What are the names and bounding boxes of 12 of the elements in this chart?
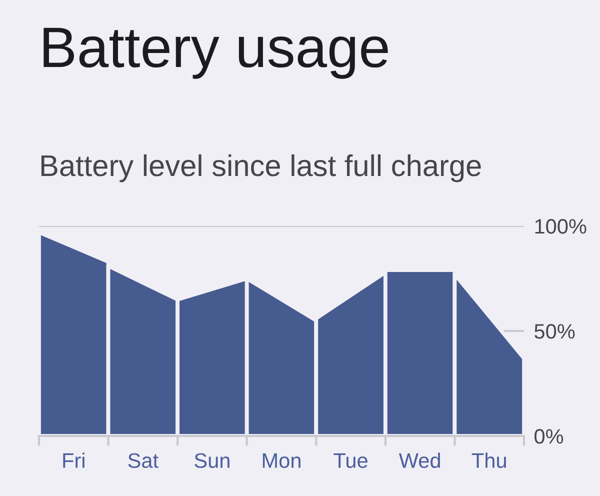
chart-subtitle: Battery level since last full charge — [41, 154, 481, 182]
y-tick-label: 100% — [535, 219, 586, 234]
x-tick-label: Wed — [398, 452, 440, 468]
y-tick-label: 0% — [534, 429, 564, 444]
x-tick-label: Fri — [63, 452, 84, 468]
x-tick-label: Mon — [262, 453, 300, 468]
x-tick-label: Sat — [128, 453, 158, 468]
x-tick-label: Thu — [472, 452, 506, 468]
x-tick-label: Tue — [334, 453, 368, 468]
y-tick-label: 50% — [534, 324, 575, 339]
x-tick-label: Sun — [194, 453, 230, 468]
chart-title: Battery usage — [44, 28, 388, 79]
